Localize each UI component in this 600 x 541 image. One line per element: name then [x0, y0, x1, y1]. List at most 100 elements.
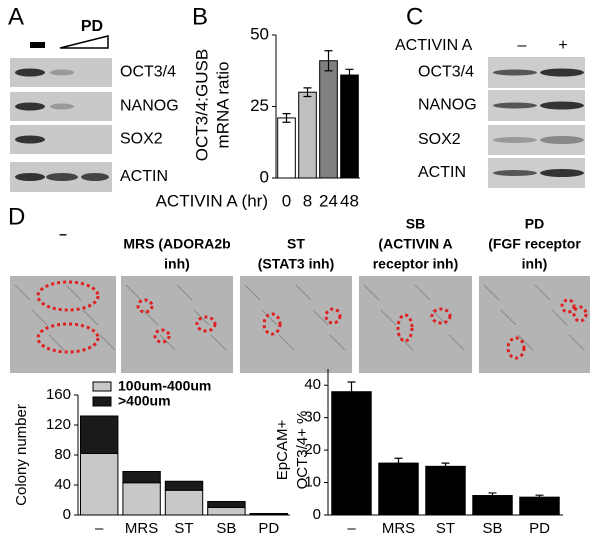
colony-outline [153, 328, 171, 344]
texture [193, 309, 210, 326]
y-axis-label: mRNA ratio [213, 62, 232, 149]
bar [340, 74, 359, 179]
layout [10, 35, 590, 373]
y-axis-label: Colony number [13, 404, 30, 506]
texture [329, 334, 346, 351]
texture [483, 284, 500, 301]
condition-label: SB [406, 216, 425, 232]
legend-label: 100um-400um [118, 378, 211, 394]
legend-label: >400um [118, 393, 171, 409]
bar [519, 496, 560, 516]
x-tick-label: SB [216, 520, 236, 537]
x-tick-label: SB [482, 520, 502, 537]
condition-label: – [59, 226, 67, 242]
error-bar [345, 68, 354, 82]
y-tick-label: 0 [63, 506, 71, 523]
bar [298, 91, 317, 179]
blot-label: OCT3/4 [418, 64, 474, 81]
bar-segment [164, 489, 204, 516]
bar [425, 465, 466, 516]
condition-label: inh) [164, 256, 190, 272]
colony-outline [430, 307, 452, 325]
texture [14, 284, 31, 301]
condition-label: inh) [522, 256, 548, 272]
x-tick-label: ST [174, 520, 193, 537]
colony-outline [195, 315, 217, 333]
band [540, 136, 584, 144]
x-tick-label: 48 [340, 191, 359, 210]
band [50, 69, 74, 76]
band [15, 173, 45, 181]
y-tick-label: 0 [313, 506, 321, 523]
y-axis-label: OCT3/4+ % [294, 411, 311, 490]
texture [431, 309, 448, 326]
texture [295, 284, 312, 301]
colony-outline [36, 322, 100, 354]
colony-outline [396, 313, 414, 343]
condition-label: ST [287, 236, 305, 252]
band [493, 170, 537, 176]
x-tick-label: 8 [303, 191, 312, 210]
y-tick-label: 10 [304, 474, 321, 491]
bar [277, 117, 296, 179]
band [15, 135, 45, 144]
y-tick-label: 25 [250, 96, 269, 115]
blot-label: NANOG [418, 97, 477, 114]
legend-swatch [92, 381, 112, 392]
colony-outline [36, 280, 100, 312]
texture [99, 334, 116, 351]
texture [82, 309, 99, 326]
error-bar [282, 113, 291, 123]
band [493, 137, 537, 143]
legend-swatch [92, 396, 112, 407]
bar-segment [80, 453, 119, 516]
band [15, 68, 45, 77]
x-tick-label: MRS [125, 520, 158, 537]
x-tick-label: 24 [319, 191, 338, 210]
texture [159, 334, 176, 351]
x-tick-label: PD [258, 520, 279, 537]
band [493, 69, 537, 76]
texture [65, 284, 82, 301]
bar [319, 60, 338, 179]
x-tick-label: – [95, 520, 104, 537]
band [493, 102, 537, 109]
bar-segment [122, 471, 161, 484]
texture [363, 284, 380, 301]
blot-label: ACTIN [418, 164, 466, 181]
texture [176, 284, 193, 301]
band [50, 103, 74, 110]
x-tick-label: – [347, 520, 356, 537]
texture [244, 284, 261, 301]
panel-label: C [406, 3, 423, 30]
texture [397, 334, 414, 351]
band [540, 68, 584, 77]
x-tick-label: ST [436, 520, 455, 537]
y-tick-label: 120 [46, 416, 71, 433]
condition-label: MRS (ADORA2b [123, 236, 230, 252]
control-bar [30, 42, 45, 48]
blot-label: OCT3/4 [120, 64, 176, 81]
texture [142, 309, 159, 326]
band [15, 102, 45, 111]
blot-label: NANOG [120, 98, 179, 115]
panel-label: A [8, 3, 24, 30]
condition-label: receptor inh) [373, 256, 459, 272]
texture [261, 309, 278, 326]
condition-label: (FGF receptor [488, 236, 581, 252]
texture [414, 284, 431, 301]
bar-segment [249, 513, 288, 515]
texture [500, 309, 517, 326]
band [540, 101, 584, 110]
x-tick-label: MRS [382, 520, 415, 537]
y-tick-label: 40 [54, 476, 71, 493]
error-bar [441, 462, 450, 471]
micrograph [240, 276, 352, 373]
texture [448, 334, 465, 351]
blot-label: ACTIN [120, 168, 168, 185]
lane-label: + [558, 37, 567, 54]
y-tick-label: 30 [304, 409, 321, 426]
panel-label: B [192, 3, 208, 30]
texture [551, 309, 568, 326]
